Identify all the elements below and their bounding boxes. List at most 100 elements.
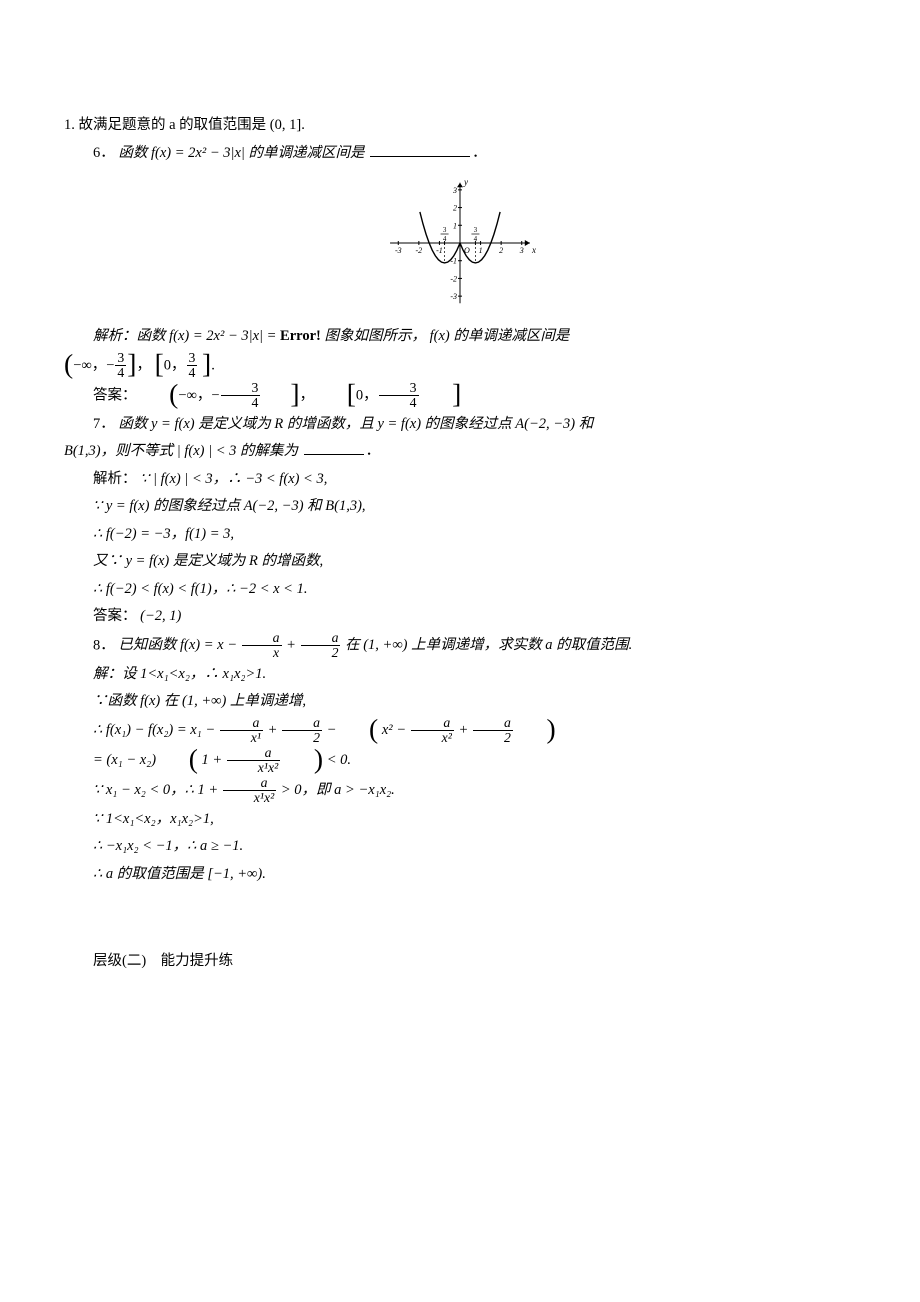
text: ∴ −x₁x₂ < −1，∴ a ≥ −1. bbox=[93, 838, 243, 854]
n: 3 bbox=[221, 381, 261, 395]
text: + bbox=[268, 722, 278, 738]
q6-text: 函数 f(x) = 2x² − 3|x| 的单调递减区间是 bbox=[118, 145, 364, 161]
q7-stem-l1: 7． 函数 y = f(x) 是定义域为 R 的增函数，且 y = f(x) 的… bbox=[64, 411, 856, 439]
d: x bbox=[242, 645, 282, 660]
q6-answer: 答案： (−∞，−34]， [0，34 ] bbox=[64, 381, 856, 411]
text: 1 + bbox=[202, 752, 223, 768]
text: 在 (1, +∞) 上单调递增，求实数 a 的取值范围. bbox=[345, 637, 632, 653]
svg-text:4: 4 bbox=[474, 235, 478, 243]
text: (−2, 1) bbox=[140, 608, 181, 624]
q8-l8: ∴ a 的取值范围是 [−1, +∞). bbox=[64, 861, 856, 889]
q8-stem: 8． 已知函数 f(x) = x − ax + a2 在 (1, +∞) 上单调… bbox=[64, 631, 856, 661]
q7-answer: 答案： (−2, 1) bbox=[64, 603, 856, 631]
q8-l6: ∵ 1<x₁<x₂，x₁x₂>1, bbox=[64, 806, 856, 834]
text: ∵ x₁ − x₂ < 0，∴ 1 + bbox=[93, 782, 218, 798]
d: x¹x² bbox=[223, 790, 276, 805]
svg-text:1: 1 bbox=[453, 221, 457, 230]
d: 4 bbox=[221, 395, 261, 410]
q6-sol-line1: 解析：函数 f(x) = 2x² − 3|x| = Error! 图象如图所示，… bbox=[64, 323, 856, 351]
svg-text:3: 3 bbox=[519, 246, 524, 255]
q7-sol-4: 又∵ y = f(x) 是定义域为 R 的增函数, bbox=[64, 548, 856, 576]
text: 解析：函数 f(x) = 2x² − 3|x| = bbox=[93, 328, 276, 344]
q8-l5: ∵ x₁ − x₂ < 0，∴ 1 + ax¹x² > 0，即 a > −x₁x… bbox=[64, 776, 856, 806]
n: 3 bbox=[187, 351, 198, 365]
svg-text:-3: -3 bbox=[450, 292, 457, 301]
prior-answer-line: 1. 故满足题意的 a 的取值范围是 (0, 1]. bbox=[64, 112, 856, 140]
section-2-title: 层级(二) 能力提升练 bbox=[64, 948, 856, 976]
q8-l7: ∴ −x₁x₂ < −1，∴ a ≥ −1. bbox=[64, 833, 856, 861]
d: 2 bbox=[473, 730, 513, 745]
text: ∵ 1<x₁<x₂，x₁x₂>1, bbox=[93, 811, 214, 827]
text: 函数 y = f(x) 是定义域为 R 的增函数，且 y = f(x) 的图象经… bbox=[118, 416, 593, 432]
q8-l1: 解：设 1<x₁<x₂，∴ x₁x₂>1. bbox=[64, 661, 856, 689]
text: 已知函数 f(x) = x − bbox=[118, 637, 237, 653]
n: a bbox=[227, 746, 280, 760]
n: 3 bbox=[115, 351, 126, 365]
text: > 0，即 a > −x₁x₂. bbox=[281, 782, 395, 798]
q6-chart-area: -3-2-1123-3-2-11233434xyO bbox=[64, 173, 856, 313]
q6-chart: -3-2-1123-3-2-11233434xyO bbox=[380, 173, 540, 313]
n: 3 bbox=[379, 381, 419, 395]
text: 又∵ y = f(x) 是定义域为 R 的增函数, bbox=[93, 553, 323, 569]
n: a bbox=[223, 776, 276, 790]
page: 1. 故满足题意的 a 的取值范围是 (0, 1]. 6． 函数 f(x) = … bbox=[0, 0, 920, 1076]
label: 解析： bbox=[93, 471, 137, 487]
text: ∵ y = f(x) 的图象经过点 A(−2, −3) 和 B(1,3), bbox=[93, 498, 366, 514]
text: 层级(二) 能力提升练 bbox=[93, 953, 233, 969]
q7-sol-2: ∵ y = f(x) 的图象经过点 A(−2, −3) 和 B(1,3), bbox=[64, 493, 856, 521]
answer-label: 答案： bbox=[93, 387, 137, 403]
svg-text:2: 2 bbox=[499, 246, 503, 255]
q6-sol-intervals: (−∞，−34]， [0，34 ]. bbox=[64, 351, 856, 381]
text: < 0. bbox=[327, 752, 351, 768]
q6-number: 6． bbox=[93, 145, 115, 161]
d: x¹x² bbox=[227, 760, 280, 775]
d: 2 bbox=[301, 645, 341, 660]
svg-text:-2: -2 bbox=[450, 275, 457, 284]
svg-text:y: y bbox=[463, 177, 468, 187]
label: 答案： bbox=[93, 608, 137, 624]
text: B(1,3)，则不等式 | f(x) | < 3 的解集为 bbox=[64, 443, 298, 459]
q6-blank bbox=[370, 140, 470, 157]
q7-stem-l2: B(1,3)，则不等式 | f(x) | < 3 的解集为 ． bbox=[64, 438, 856, 466]
q8-l3: ∴ f(x₁) − f(x₂) = x₁ − ax¹ + a2 − ( x² −… bbox=[64, 716, 856, 746]
svg-text:2: 2 bbox=[453, 204, 457, 213]
text: ∴ f(−2) < f(x) < f(1)，∴ −2 < x < 1. bbox=[93, 581, 307, 597]
text: 1. 故满足题意的 a 的取值范围是 (0, 1]. bbox=[64, 117, 305, 133]
q7-sol-5: ∴ f(−2) < f(x) < f(1)，∴ −2 < x < 1. bbox=[64, 576, 856, 604]
q8-number: 8． bbox=[93, 637, 115, 653]
n: a bbox=[220, 716, 263, 730]
q7-number: 7． bbox=[93, 416, 115, 432]
d: 4 bbox=[379, 395, 419, 410]
text: − bbox=[327, 722, 337, 738]
error-label: Error! bbox=[280, 328, 321, 344]
q8-l2: ∵函数 f(x) 在 (1, +∞) 上单调递增, bbox=[64, 688, 856, 716]
svg-text:-3: -3 bbox=[395, 246, 402, 255]
svg-text:3: 3 bbox=[443, 226, 447, 234]
q7-sol-1: 解析： ∵ | f(x) | < 3，∴ −3 < f(x) < 3, bbox=[64, 466, 856, 494]
svg-text:3: 3 bbox=[452, 186, 457, 195]
svg-text:-1: -1 bbox=[436, 246, 443, 255]
n: a bbox=[282, 716, 322, 730]
q7-sol-3: ∴ f(−2) = −3，f(1) = 3, bbox=[64, 521, 856, 549]
d: 4 bbox=[187, 365, 198, 380]
n: a bbox=[301, 631, 341, 645]
text: ∴ a 的取值范围是 [−1, +∞). bbox=[93, 866, 266, 882]
text: ∴ f(x₁) − f(x₂) = x₁ − bbox=[93, 722, 215, 738]
n: a bbox=[473, 716, 513, 730]
d: x¹ bbox=[220, 730, 263, 745]
n: a bbox=[411, 716, 454, 730]
text: + bbox=[459, 722, 469, 738]
text: ∴ f(−2) = −3，f(1) = 3, bbox=[93, 526, 234, 542]
text: ∵ | f(x) | < 3，∴ −3 < f(x) < 3, bbox=[140, 471, 327, 487]
d: x² bbox=[411, 730, 454, 745]
q7-blank bbox=[304, 438, 364, 455]
q6-stem: 6． 函数 f(x) = 2x² − 3|x| 的单调递减区间是 ． bbox=[64, 140, 856, 168]
n: a bbox=[242, 631, 282, 645]
svg-text:4: 4 bbox=[443, 235, 447, 243]
text: + bbox=[286, 637, 296, 653]
svg-text:1: 1 bbox=[479, 246, 483, 255]
q8-l4: = (x₁ − x₂) ( 1 + ax¹x² ) < 0. bbox=[64, 746, 856, 776]
d: 4 bbox=[115, 365, 126, 380]
svg-text:x: x bbox=[531, 245, 536, 255]
text: 解：设 1<x₁<x₂，∴ x₁x₂>1. bbox=[93, 666, 266, 682]
